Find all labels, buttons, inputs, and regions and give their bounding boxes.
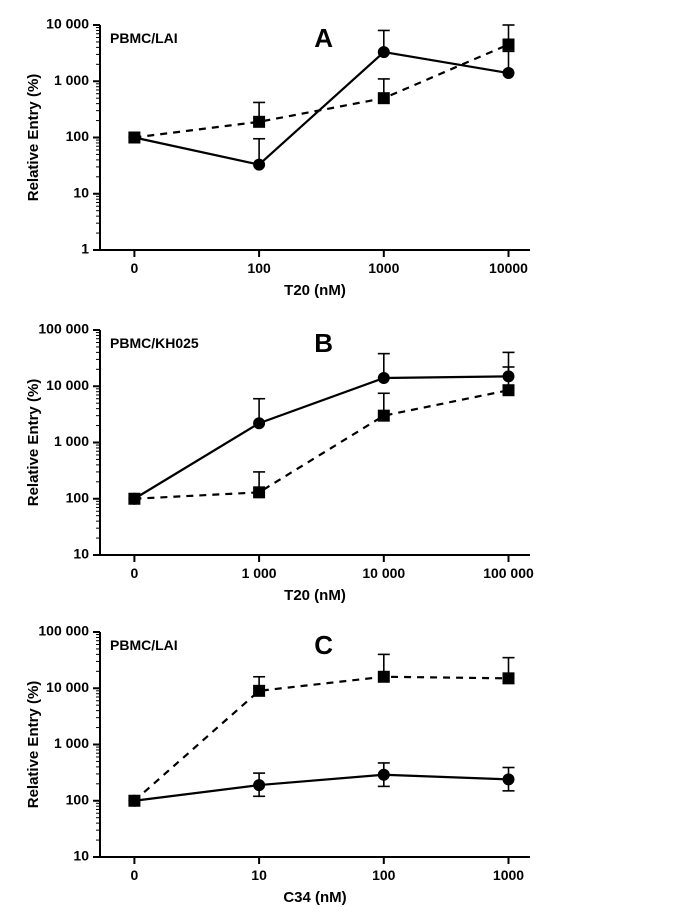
y-axis-label: Relative Entry (%) <box>25 74 42 202</box>
y-tick-label: 10 000 <box>46 377 89 393</box>
y-tick-label: 10 <box>73 184 89 200</box>
panel-letter: C <box>314 630 333 660</box>
marker-square <box>254 116 265 127</box>
y-tick-label: 1 000 <box>54 735 89 751</box>
marker-square <box>129 132 140 143</box>
y-tick-label: 100 000 <box>38 321 89 337</box>
y-tick-label: 1 <box>81 241 89 257</box>
marker-square <box>503 385 514 396</box>
marker-square <box>254 685 265 696</box>
x-tick-label: 1000 <box>368 260 399 276</box>
marker-circle <box>254 780 265 791</box>
x-axis-label: C34 (nM) <box>283 889 346 906</box>
x-tick-label: 100 <box>372 867 396 883</box>
y-tick-label: 10 000 <box>46 16 89 32</box>
panel-letter: B <box>314 328 333 358</box>
x-tick-label: 1 000 <box>242 565 277 581</box>
marker-circle <box>254 159 265 170</box>
y-axis-label: Relative Entry (%) <box>25 379 42 507</box>
x-tick-label: 0 <box>131 260 139 276</box>
y-tick-label: 10 <box>73 546 89 562</box>
series-line <box>134 775 508 801</box>
panel-b: 10 100 1 000 10 000 100 000 0 1 000 10 000 100 0… <box>20 320 550 615</box>
marker-square <box>129 493 140 504</box>
marker-circle <box>503 371 514 382</box>
marker-circle <box>378 769 389 780</box>
figure: 1101001 00010 0000100100010000T20 (nM)Re… <box>0 0 685 913</box>
x-tick-label: 100 000 <box>483 565 534 581</box>
x-axis-label: T20 (nM) <box>284 282 346 299</box>
marker-square <box>378 410 389 421</box>
marker-circle <box>378 373 389 384</box>
y-axis-label: Relative Entry (%) <box>25 681 42 809</box>
marker-circle <box>254 418 265 429</box>
y-tick-label: 1 000 <box>54 72 89 88</box>
x-tick-label: 100 <box>247 260 271 276</box>
y-tick-label: 100 <box>66 489 90 505</box>
panel-subtitle: PBMC/KH025 <box>110 335 199 351</box>
marker-circle <box>503 68 514 79</box>
marker-square <box>503 39 514 50</box>
y-tick-label: 1 000 <box>54 433 89 449</box>
series-line <box>134 376 508 498</box>
marker-square <box>378 671 389 682</box>
x-tick-label: 10 000 <box>362 565 405 581</box>
marker-circle <box>503 774 514 785</box>
panel-subtitle: PBMC/LAI <box>110 637 178 653</box>
x-axis-label: T20 (nM) <box>284 587 346 604</box>
series-line <box>134 390 508 499</box>
y-tick-label: 100 <box>66 791 90 807</box>
x-tick-label: 10000 <box>489 260 528 276</box>
panel-subtitle: PBMC/LAI <box>110 30 178 46</box>
marker-square <box>129 795 140 806</box>
marker-square <box>254 487 265 498</box>
panel-c: 10 100 1 000 10 000 100 000 0 10 100 1000 C34 (nM… <box>20 622 550 917</box>
y-tick-label: 10 000 <box>46 679 89 695</box>
marker-circle <box>378 47 389 58</box>
x-tick-label: 0 <box>131 867 139 883</box>
panel-letter: A <box>314 23 333 53</box>
series-line <box>134 677 508 801</box>
x-tick-label: 1000 <box>493 867 524 883</box>
panel-a: 1 10 100 1 000 10 000 0 100 1000 10000 T20 (nM) Re… <box>20 15 550 310</box>
y-tick-label: 100 000 <box>38 623 89 639</box>
y-tick-label: 100 <box>66 128 90 144</box>
x-tick-label: 10 <box>251 867 267 883</box>
y-tick-label: 10 <box>73 848 89 864</box>
marker-square <box>378 93 389 104</box>
series-line <box>134 45 508 138</box>
x-tick-label: 0 <box>131 565 139 581</box>
marker-square <box>503 673 514 684</box>
